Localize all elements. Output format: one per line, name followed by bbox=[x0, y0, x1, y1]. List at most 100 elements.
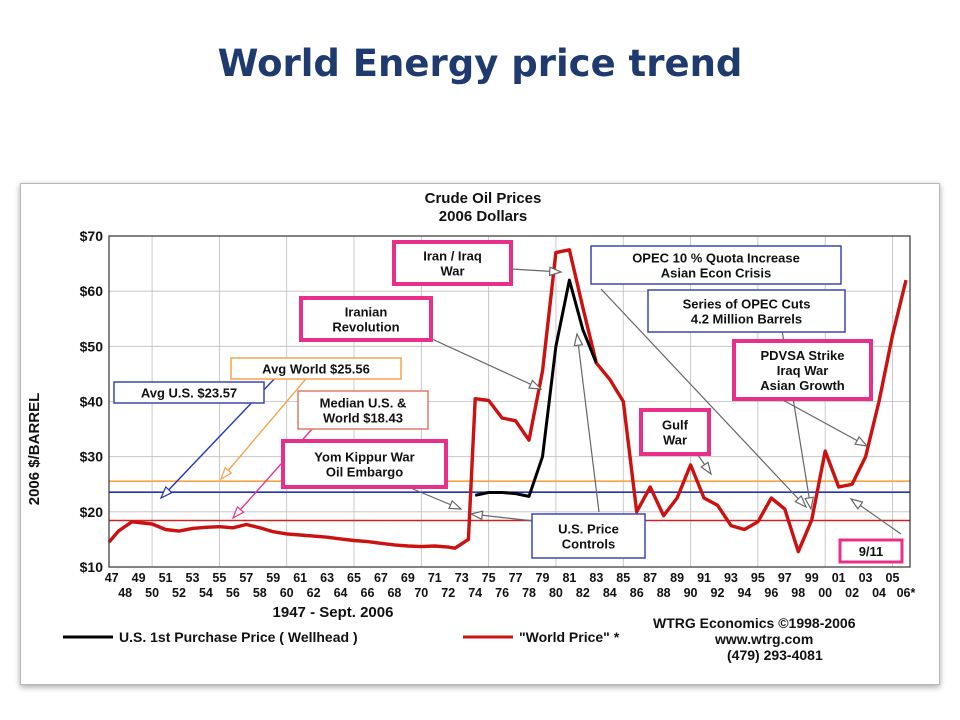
x-tick-label: 86 bbox=[630, 586, 644, 600]
gulf-war-box bbox=[639, 408, 711, 456]
pdvsa-arrowhead bbox=[854, 435, 869, 447]
median-box bbox=[297, 390, 429, 430]
x-tick-label: 85 bbox=[616, 571, 630, 585]
median-label: Median U.S. & bbox=[320, 396, 407, 411]
y-tick-label: $10 bbox=[80, 559, 104, 575]
x-tick-label: 94 bbox=[737, 586, 751, 600]
iranian-rev-label: Revolution bbox=[332, 320, 399, 335]
opec-cuts-label: Series of OPEC Cuts bbox=[683, 297, 811, 312]
price-controls-label: Controls bbox=[562, 537, 615, 552]
x-tick-label: 56 bbox=[226, 586, 240, 600]
x-tick-label: 91 bbox=[697, 571, 711, 585]
x-tick-label: 00 bbox=[818, 586, 832, 600]
x-tick-label: 49 bbox=[132, 571, 146, 585]
plot-frame bbox=[108, 235, 911, 568]
iranian-rev-arrowhead bbox=[528, 379, 543, 390]
x-tick-label: 96 bbox=[764, 586, 778, 600]
x-tick-label: 06* bbox=[897, 586, 916, 600]
pdvsa-arrow bbox=[780, 398, 868, 447]
x-tick-label: 61 bbox=[293, 571, 307, 585]
crude-oil-price-chart: Crude Oil Prices 2006 Dollars 2006 $/BAR… bbox=[26, 190, 916, 663]
x-tick-label: 65 bbox=[347, 571, 361, 585]
opec-cuts-arrowhead bbox=[804, 496, 815, 511]
price-controls-box bbox=[531, 513, 646, 559]
source-line: www.wtrg.com bbox=[714, 631, 813, 647]
gulf-war-label: War bbox=[663, 433, 687, 448]
x-tick-label: 69 bbox=[401, 571, 415, 585]
pdvsa-box bbox=[732, 339, 873, 401]
x-tick-label: 79 bbox=[536, 571, 550, 585]
avg-us-label: Avg U.S. $23.57 bbox=[141, 386, 237, 401]
gulf-war-label: Gulf bbox=[662, 418, 689, 433]
price-controls-label: U.S. Price bbox=[558, 522, 619, 537]
x-tick-label: 98 bbox=[791, 586, 805, 600]
x-tick-label: 04 bbox=[872, 586, 886, 600]
opec-quota-label: Asian Econ Crisis bbox=[661, 266, 772, 281]
x-tick-label: 81 bbox=[562, 571, 576, 585]
x-tick-label: 88 bbox=[657, 586, 671, 600]
avg-us-box bbox=[113, 381, 265, 404]
series-lines bbox=[107, 248, 908, 554]
x-tick-label: 03 bbox=[859, 571, 873, 585]
x-tick-label: 57 bbox=[239, 571, 253, 585]
x-tick-label: 64 bbox=[334, 586, 348, 600]
x-tick-label: 87 bbox=[643, 571, 657, 585]
x-tick-label: 60 bbox=[280, 586, 294, 600]
x-tick-label: 70 bbox=[414, 586, 428, 600]
opec-quota-arrowhead bbox=[794, 494, 808, 509]
x-tick-label: 51 bbox=[159, 571, 173, 585]
avg-world-label: Avg World $25.56 bbox=[262, 362, 370, 377]
chart-frame: Crude Oil Prices 2006 Dollars 2006 $/BAR… bbox=[20, 183, 940, 685]
opec-cuts-box bbox=[647, 289, 846, 333]
source-line: (479) 293-4081 bbox=[727, 647, 823, 663]
nine-eleven-label: 9/11 bbox=[859, 544, 884, 559]
opec-quota-label: OPEC 10 % Quota Increase bbox=[632, 251, 800, 266]
reference-lines bbox=[109, 480, 910, 522]
iranian-rev-label: Iranian bbox=[345, 305, 388, 320]
x-tick-label: 97 bbox=[778, 571, 792, 585]
x-tick-label: 89 bbox=[670, 571, 684, 585]
x-tick-label: 93 bbox=[724, 571, 738, 585]
x-axis-label: 1947 - Sept. 2006 bbox=[273, 604, 394, 621]
y-tick-label: $50 bbox=[80, 338, 104, 354]
x-tick-label: 53 bbox=[186, 571, 200, 585]
iran-iraq-arrowhead bbox=[548, 266, 563, 277]
opec-quota-arrow bbox=[600, 288, 807, 508]
x-tick-label: 59 bbox=[266, 571, 280, 585]
x-tick-label: 76 bbox=[495, 586, 509, 600]
iran-iraq-label: Iran / Iraq bbox=[423, 249, 482, 264]
x-tick-label: 75 bbox=[482, 571, 496, 585]
yom-kippur-box bbox=[281, 439, 448, 489]
median-label: World $18.43 bbox=[323, 411, 403, 426]
x-tick-label: 71 bbox=[428, 571, 442, 585]
pdvsa-label: Asian Growth bbox=[760, 378, 845, 393]
x-tick-label: 83 bbox=[589, 571, 603, 585]
y-tick-label: $30 bbox=[80, 449, 104, 465]
x-tick-label: 92 bbox=[711, 586, 725, 600]
median-arrow bbox=[232, 418, 322, 519]
price-controls-arrow bbox=[576, 333, 600, 513]
iranian-rev-arrow bbox=[420, 333, 542, 390]
x-tick-label: 72 bbox=[441, 586, 455, 600]
slide-title: World Energy price trend bbox=[217, 42, 743, 85]
x-tick-label: 62 bbox=[307, 586, 321, 600]
price-controls-2-arrowhead bbox=[469, 510, 484, 521]
chart-title: Crude Oil Prices bbox=[425, 190, 542, 207]
x-tick-label: 90 bbox=[684, 586, 698, 600]
opec-cuts-label: 4.2 Million Barrels bbox=[691, 312, 802, 327]
x-tick-label: 78 bbox=[522, 586, 536, 600]
y-tick-label: $20 bbox=[80, 504, 104, 520]
yom-kippur-label: Oil Embargo bbox=[326, 465, 403, 480]
chart-subtitle: 2006 Dollars bbox=[439, 208, 527, 225]
world-price-line bbox=[107, 248, 908, 554]
y-tick-label: $70 bbox=[80, 228, 104, 244]
price-controls-arrowhead bbox=[573, 332, 584, 347]
x-tick-label: 67 bbox=[374, 571, 388, 585]
y-tick-label: $60 bbox=[80, 283, 104, 299]
source-credit: WTRG Economics ©1998-2006www.wtrg.com(47… bbox=[653, 615, 856, 663]
x-tick-label: 95 bbox=[751, 571, 765, 585]
x-tick-label: 54 bbox=[199, 586, 213, 600]
x-tick-label: 84 bbox=[603, 586, 617, 600]
